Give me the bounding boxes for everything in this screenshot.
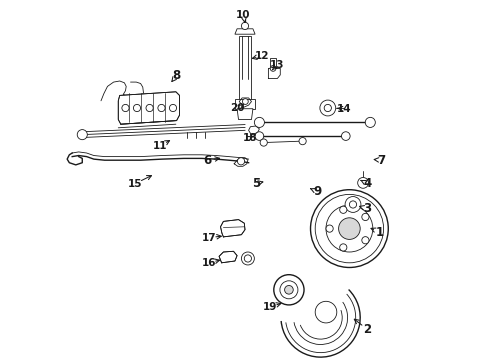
Circle shape [238, 158, 245, 165]
Text: 1: 1 [376, 226, 384, 239]
Circle shape [122, 104, 129, 112]
Text: 12: 12 [255, 51, 270, 61]
Text: 11: 11 [153, 141, 168, 151]
Text: 16: 16 [202, 258, 216, 268]
Circle shape [170, 104, 176, 112]
Circle shape [345, 197, 361, 212]
Circle shape [242, 22, 248, 30]
Polygon shape [239, 36, 251, 101]
Polygon shape [270, 58, 275, 68]
Circle shape [242, 252, 254, 265]
Polygon shape [219, 251, 237, 263]
Text: 15: 15 [128, 179, 143, 189]
Circle shape [254, 117, 265, 127]
Polygon shape [235, 99, 255, 109]
Circle shape [285, 285, 293, 294]
Circle shape [77, 130, 87, 140]
Circle shape [133, 104, 141, 112]
Polygon shape [235, 29, 255, 34]
Text: 5: 5 [252, 177, 260, 190]
Circle shape [358, 177, 368, 188]
Text: 8: 8 [172, 69, 181, 82]
Text: 6: 6 [203, 154, 211, 167]
Text: 4: 4 [363, 177, 371, 190]
Circle shape [245, 255, 251, 262]
Circle shape [158, 104, 165, 112]
Circle shape [342, 132, 350, 140]
Circle shape [365, 117, 375, 127]
Circle shape [146, 104, 153, 112]
Circle shape [315, 194, 384, 263]
Circle shape [362, 237, 369, 244]
Circle shape [339, 218, 360, 239]
Circle shape [255, 132, 264, 140]
Text: 14: 14 [337, 104, 351, 114]
Text: 3: 3 [364, 202, 371, 215]
Circle shape [243, 99, 248, 104]
Circle shape [349, 201, 357, 208]
Polygon shape [118, 92, 179, 124]
Text: 13: 13 [270, 60, 285, 70]
Circle shape [324, 104, 331, 112]
Polygon shape [237, 109, 253, 120]
Circle shape [326, 205, 373, 252]
Text: 7: 7 [378, 154, 386, 167]
Circle shape [362, 213, 369, 221]
Circle shape [274, 275, 304, 305]
Circle shape [320, 100, 336, 116]
Polygon shape [220, 220, 245, 237]
Circle shape [311, 190, 388, 267]
Circle shape [315, 301, 337, 323]
Text: 9: 9 [313, 185, 321, 198]
Text: 10: 10 [236, 10, 251, 20]
Circle shape [270, 66, 276, 71]
Text: 19: 19 [263, 302, 277, 312]
Circle shape [260, 139, 268, 146]
Circle shape [340, 206, 347, 213]
Circle shape [299, 138, 306, 145]
Text: 2: 2 [364, 323, 371, 336]
Text: 20: 20 [231, 103, 245, 113]
Circle shape [280, 281, 298, 299]
Circle shape [326, 225, 333, 232]
Circle shape [340, 244, 347, 251]
Text: 18: 18 [243, 132, 258, 143]
Text: 17: 17 [202, 233, 216, 243]
